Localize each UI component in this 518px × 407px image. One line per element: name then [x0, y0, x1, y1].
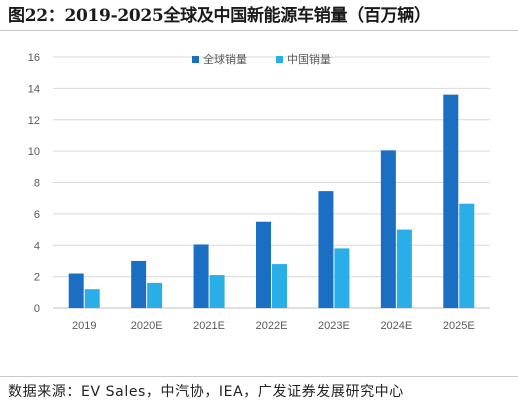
bar-global-2023E — [318, 191, 334, 308]
y-axis-ticks: 0 2 4 6 8 10 12 14 16 — [28, 52, 40, 315]
y-tick-label: 10 — [28, 146, 40, 158]
bars — [68, 94, 475, 309]
bar-china-2023E — [334, 248, 350, 308]
bar-china-2025E — [459, 203, 475, 308]
bar-global-2025E — [443, 94, 459, 309]
bar-global-2021E — [193, 244, 209, 308]
legend: 全球销量 中国销量 — [192, 52, 331, 66]
y-tick-label: 6 — [34, 209, 40, 221]
title-divider — [0, 30, 518, 31]
bar-global-2024E — [380, 150, 396, 308]
bar-global-2020E — [131, 260, 147, 308]
bar-china-2021E — [209, 275, 225, 308]
bar-china-2024E — [396, 229, 412, 308]
data-source-note: 数据来源：EV Sales，中汽协，IEA，广发证券发展研究中心 — [8, 384, 404, 400]
legend-label: 中国销量 — [287, 52, 331, 66]
x-tick-label: 2024E — [380, 320, 412, 332]
legend-swatch-global — [192, 56, 199, 63]
y-tick-label: 8 — [34, 178, 40, 190]
x-tick-label: 2023E — [318, 320, 350, 332]
x-tick-label: 2020E — [131, 320, 163, 332]
legend-label: 全球销量 — [203, 52, 247, 66]
bar-china-2022E — [272, 264, 287, 308]
y-tick-label: 4 — [34, 240, 40, 252]
x-tick-label: 2025E — [443, 320, 475, 332]
x-tick-label: 2022E — [256, 320, 288, 332]
x-tick-label: 2019 — [72, 320, 96, 332]
gridlines — [53, 56, 490, 309]
y-tick-label: 2 — [34, 272, 40, 284]
bar-global-2022E — [256, 221, 271, 308]
bar-china-2020E — [147, 282, 163, 308]
legend-swatch-china — [276, 56, 283, 63]
y-tick-label: 12 — [28, 115, 40, 127]
y-tick-label: 16 — [28, 52, 40, 64]
source-divider — [0, 376, 518, 377]
bar-china-2019 — [84, 289, 100, 308]
y-tick-label: 14 — [28, 83, 40, 95]
x-tick-label: 2021E — [193, 320, 225, 332]
y-tick-label: 0 — [34, 303, 40, 315]
figure-title: 图22：2019-2025全球及中国新能源车销量（百万辆） — [8, 6, 431, 26]
x-axis-ticks: 2019 2020E 2021E 2022E 2023E 2024E 2025E — [72, 320, 475, 332]
bar-global-2019 — [68, 273, 84, 308]
